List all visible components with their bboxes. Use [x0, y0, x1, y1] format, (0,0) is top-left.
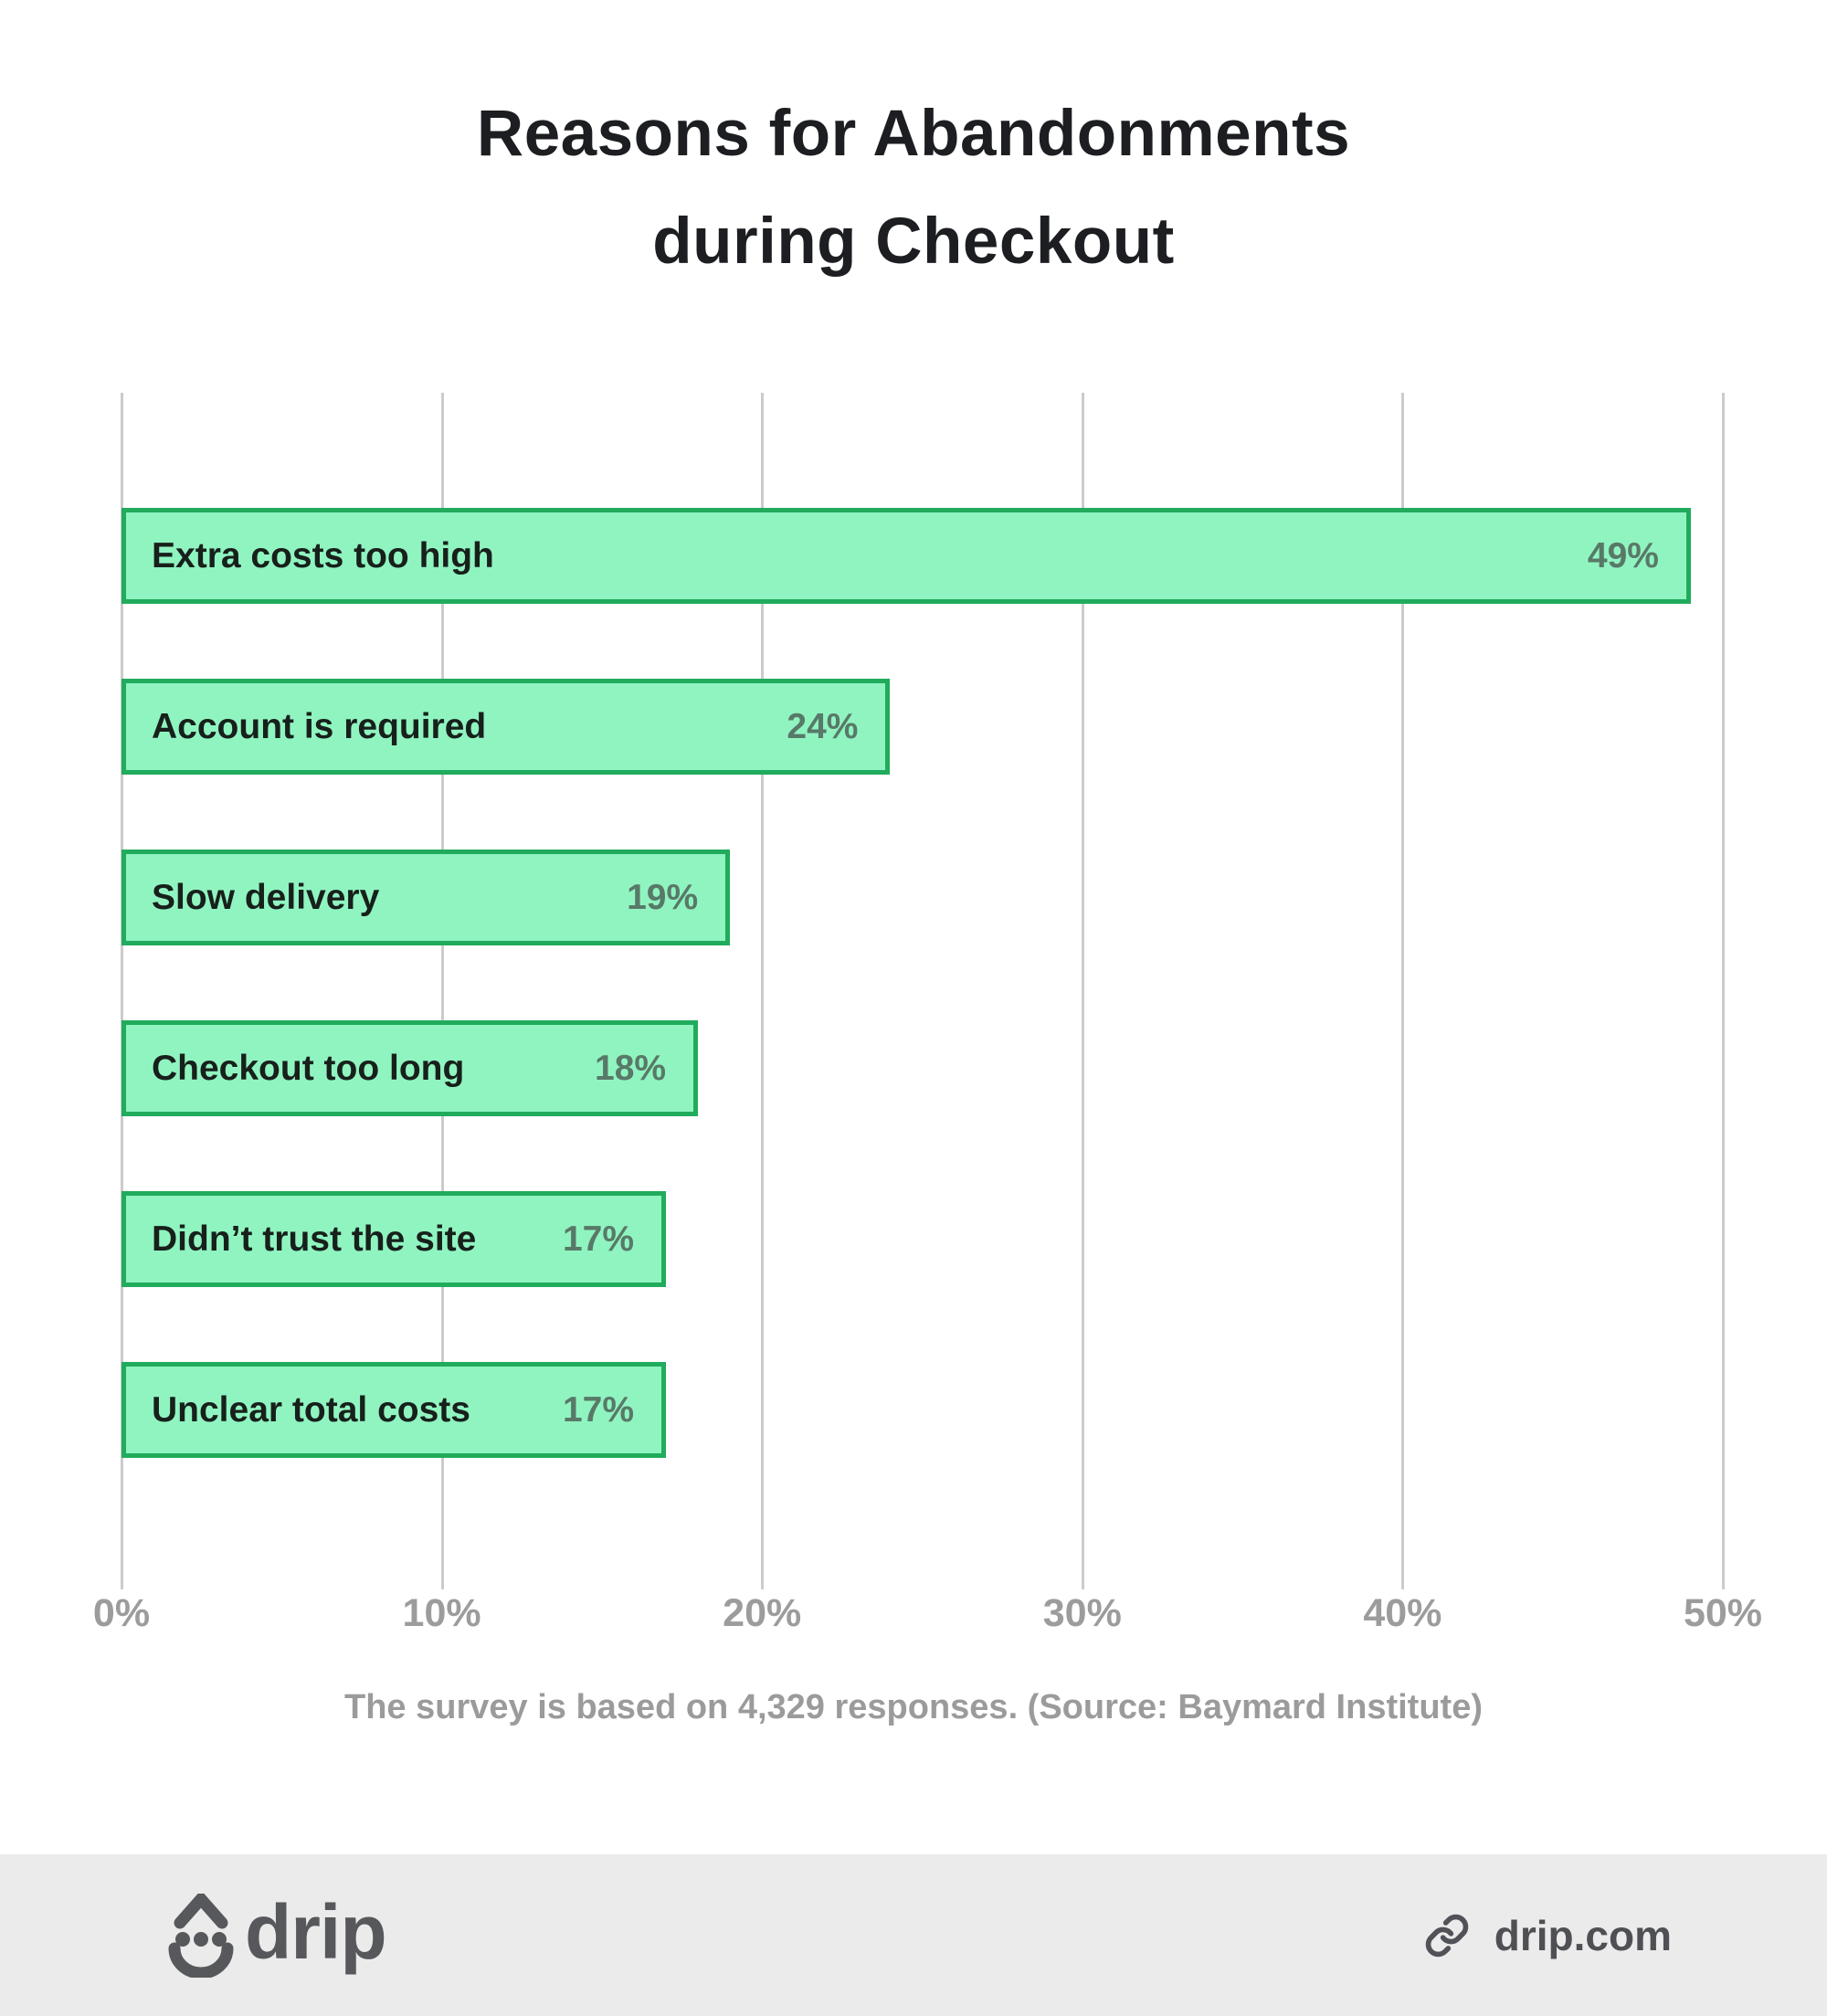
- bar-value: 17%: [562, 1389, 635, 1430]
- x-axis-tick-20pct: 20%: [723, 1591, 802, 1635]
- footer-site-link-label: drip.com: [1494, 1911, 1672, 1959]
- x-axis-tick-30pct: 30%: [1042, 1591, 1122, 1635]
- x-axis-tick-10pct: 10%: [402, 1591, 481, 1635]
- bar-label: Slow delivery: [152, 877, 380, 917]
- gridline-10: [440, 393, 444, 1589]
- x-axis: 0% 10% 20% 30% 40% 50%: [93, 1591, 1762, 1646]
- bar-label: Unclear total costs: [152, 1389, 470, 1430]
- bar-value: 17%: [562, 1219, 635, 1259]
- bar-value: 18%: [595, 1048, 667, 1088]
- bar-label: Extra costs too high: [152, 535, 494, 575]
- x-axis-tick-50pct: 50%: [1683, 1591, 1763, 1635]
- bar-didn-t-trust-the-site: Didn’t trust the site 17%: [121, 1191, 667, 1287]
- bar-chart: Extra costs too high 49% Account is requir…: [121, 393, 1725, 1589]
- chain-link-icon: [1425, 1914, 1469, 1957]
- drip-droplet-smile-icon: [168, 1893, 234, 1978]
- drip-logo: drip: [166, 1888, 387, 1978]
- gridline-0: [121, 393, 123, 1589]
- chart-title-line2: during Checkout: [652, 206, 1175, 278]
- gridline-40: [1401, 393, 1405, 1589]
- footer-bar: drip drip.com: [0, 1854, 1827, 2016]
- x-axis-tick-40pct: 40%: [1363, 1591, 1442, 1635]
- bar-slow-delivery: Slow delivery 19%: [121, 850, 731, 945]
- bar-label: Didn’t trust the site: [152, 1219, 477, 1259]
- bar-label: Checkout too long: [152, 1048, 465, 1088]
- bar-value: 24%: [787, 706, 859, 746]
- bar-extra-costs-too-high: Extra costs too high 49%: [121, 508, 1691, 604]
- bar-value: 49%: [1587, 535, 1659, 575]
- bar-checkout-too-long: Checkout too long 18%: [121, 1020, 699, 1116]
- x-axis-tick-0pct: 0%: [92, 1591, 151, 1635]
- chart-title-line1: Reasons for Abandonments: [476, 98, 1351, 170]
- footer-site-link[interactable]: drip.com: [1423, 1911, 1672, 1960]
- bar-unclear-total-costs: Unclear total costs 17%: [121, 1362, 667, 1458]
- chart-title: Reasons for Abandonments during Checkout: [0, 80, 1827, 296]
- gridline-30: [1081, 393, 1084, 1589]
- gridline-20: [761, 393, 765, 1589]
- bar-value: 19%: [627, 877, 699, 917]
- gridline-50: [1722, 393, 1725, 1589]
- bar-account-is-required: Account is required 24%: [121, 679, 891, 775]
- drip-logo-wordmark: drip: [245, 1888, 387, 1975]
- source-note: The survey is based on 4,329 responses. …: [344, 1688, 1483, 1726]
- bar-label: Account is required: [152, 706, 487, 746]
